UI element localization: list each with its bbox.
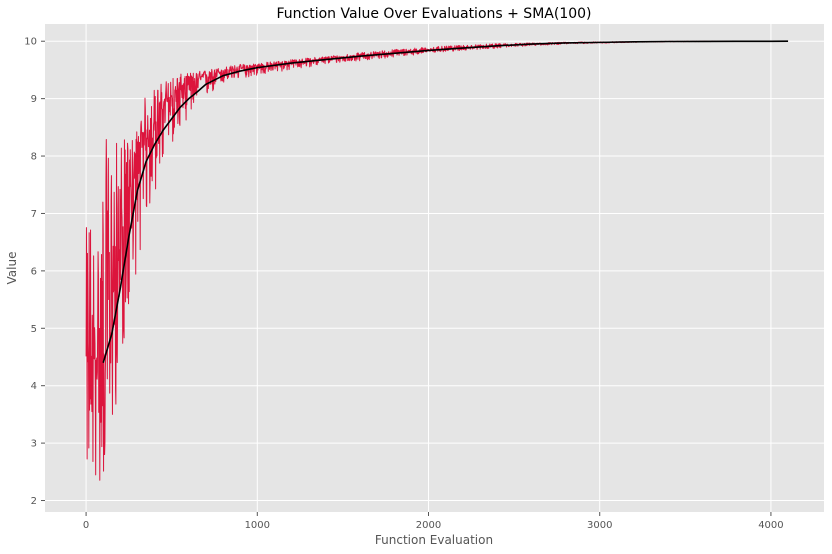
y-tick-label: 6 [31,266,37,277]
x-tick-label: 4000 [758,520,783,531]
y-tick-label: 7 [31,209,37,220]
y-tick-label: 4 [31,381,37,392]
y-tick-label: 9 [31,94,37,105]
chart-title: Function Value Over Evaluations + SMA(10… [277,6,592,22]
x-tick-label: 3000 [587,520,612,531]
y-tick-label: 3 [31,439,37,450]
x-tick-label: 2000 [416,520,441,531]
y-tick-label: 10 [24,37,37,48]
x-tick-label: 1000 [245,520,270,531]
y-tick-label: 8 [31,152,37,163]
y-axis-label: Value [5,252,19,285]
y-axis-ticks: 2 3 4 5 6 7 8 9 10 [24,37,45,507]
sma-series [102,40,789,363]
sma-100-line [102,40,789,363]
x-tick-label: 0 [83,520,89,531]
y-tick-label: 2 [31,496,37,507]
x-axis-label: Function Evaluation [375,533,493,547]
y-tick-label: 5 [31,324,37,335]
grid-lines [45,24,824,512]
x-axis-ticks: 0 1000 2000 3000 4000 [83,512,784,531]
